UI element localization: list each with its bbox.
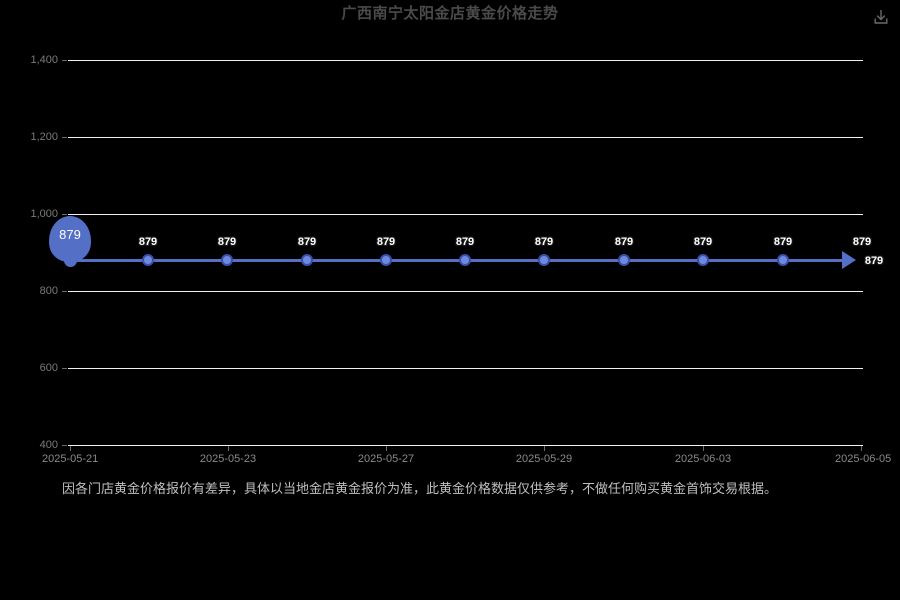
ytick-label-1000: 1,000 — [30, 208, 58, 220]
data-point-label: 879 — [455, 236, 475, 248]
value-tooltip-balloon: 879 — [49, 216, 91, 268]
data-point-marker[interactable] — [697, 254, 709, 266]
xtick-mark-0 — [70, 446, 71, 451]
gridline-600 — [68, 368, 863, 369]
gridline-1000 — [68, 214, 863, 215]
gridline-1200 — [68, 137, 863, 138]
data-point-marker[interactable] — [459, 254, 471, 266]
xtick-label-3: 2025-05-29 — [515, 453, 573, 465]
ytick-label-600: 600 — [39, 362, 58, 374]
balloon-value: 879 — [59, 227, 81, 242]
xtick-label-1: 2025-05-23 — [199, 453, 257, 465]
xtick-label-0: 2025-05-21 — [42, 453, 99, 465]
data-point-label: 879 — [217, 236, 237, 248]
xtick-mark-3 — [544, 446, 545, 451]
data-point-label: 879 — [693, 236, 713, 248]
xtick-label-2: 2025-05-27 — [357, 453, 415, 465]
data-point-marker[interactable] — [142, 254, 154, 266]
data-point-label: 879 — [297, 236, 317, 248]
balloon-bulb — [49, 216, 91, 262]
data-point-marker[interactable] — [538, 254, 550, 266]
data-point-marker[interactable] — [777, 254, 789, 266]
series-line — [70, 259, 846, 262]
ytick-dash-600 — [62, 368, 67, 369]
data-point-label: 879 — [138, 236, 158, 248]
data-point-label: 879 — [852, 236, 872, 248]
data-point-label: 879 — [376, 236, 396, 248]
ytick-label-1200: 1,200 — [30, 131, 58, 143]
x-axis-line — [68, 445, 863, 446]
plot-area: 1,400 1,200 1,000 800 600 400 2025-05-21… — [30, 54, 892, 465]
data-point-end-label: 879 — [864, 255, 884, 267]
data-point-label: 879 — [614, 236, 634, 248]
footnote-text: 因各门店黄金价格报价有差异，具体以当地金店黄金报价为准，此黄金价格数据仅供参考，… — [62, 481, 778, 496]
data-point-marker[interactable] — [380, 254, 392, 266]
ytick-dash-1400 — [62, 60, 67, 61]
xtick-mark-5 — [861, 446, 862, 451]
ytick-label-400: 400 — [39, 439, 58, 451]
xtick-label-5: 2025-06-05 — [835, 453, 892, 465]
data-point-marker[interactable] — [618, 254, 630, 266]
ytick-dash-1000 — [62, 214, 67, 215]
page-title: 广西南宁太阳金店黄金价格走势 — [341, 5, 559, 22]
ytick-label-800: 800 — [39, 285, 58, 297]
xtick-label-4: 2025-06-03 — [674, 453, 732, 465]
data-point-label: 879 — [773, 236, 793, 248]
data-point-marker[interactable] — [301, 254, 313, 266]
ytick-label-1400: 1,400 — [30, 54, 58, 66]
ytick-dash-400 — [62, 445, 67, 446]
gridline-800 — [68, 291, 863, 292]
data-point-marker[interactable] — [221, 254, 233, 266]
xtick-mark-1 — [228, 446, 229, 451]
ytick-dash-1200 — [62, 137, 67, 138]
series-end-arrow-icon — [842, 251, 856, 269]
xtick-mark-4 — [703, 446, 704, 451]
download-icon[interactable] — [870, 6, 892, 28]
data-point-label: 879 — [534, 236, 554, 248]
gridline-1400 — [68, 60, 863, 61]
ytick-dash-800 — [62, 291, 67, 292]
xtick-mark-2 — [386, 446, 387, 451]
